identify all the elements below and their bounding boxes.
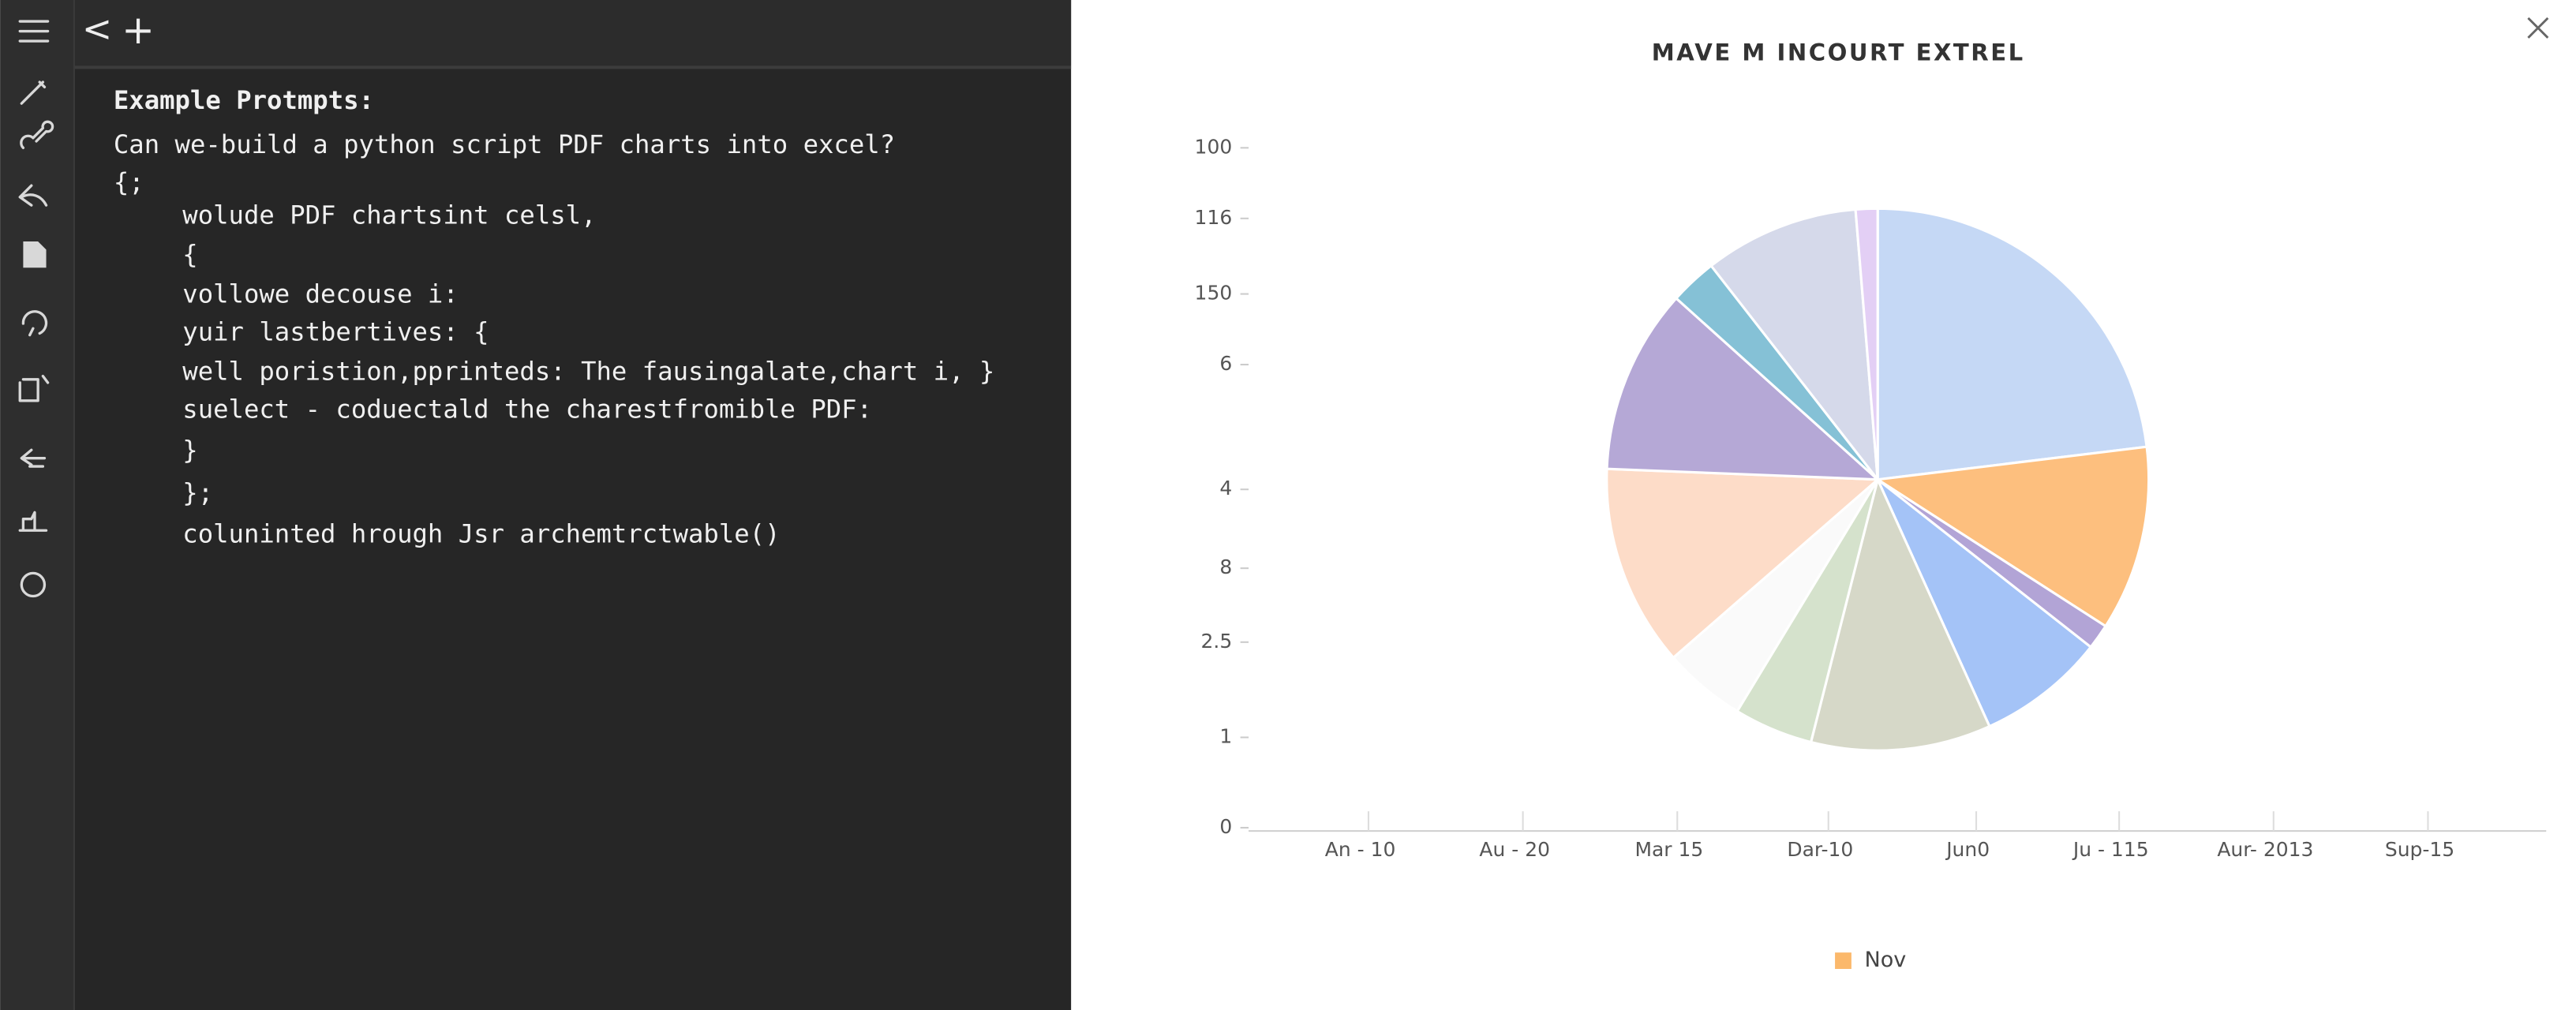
code-line: wolude PDF chartsint celsl, bbox=[182, 200, 596, 230]
pen-icon[interactable] bbox=[20, 80, 47, 105]
legend-swatch bbox=[1835, 952, 1852, 969]
code-line: yuir lastbertives: { bbox=[182, 317, 489, 347]
y-tick-label: 4 bbox=[1219, 477, 1232, 499]
top-bar bbox=[73, 0, 1072, 66]
doc-icon[interactable] bbox=[23, 241, 47, 268]
x-tick-label: Mar 15 bbox=[1634, 838, 1703, 861]
sidebar bbox=[0, 0, 74, 1010]
reply-icon[interactable] bbox=[18, 184, 48, 207]
new-button[interactable]: + bbox=[122, 7, 155, 53]
chart: 100 116 150 6 4 8 2.5 1 0 An - 10 Au - 20 Mar 15 Dar… bbox=[1195, 135, 2455, 861]
editor-panel bbox=[0, 0, 1072, 1010]
code-lines: Can we-build a python script PDF charts … bbox=[114, 129, 994, 548]
pie-slice bbox=[1709, 208, 1880, 484]
code-line: well poristion,pprinteds: The fausingala… bbox=[182, 356, 994, 386]
code-line: } bbox=[182, 435, 197, 465]
code-line: vollowe decouse i: bbox=[182, 279, 459, 309]
pie-slice bbox=[1876, 207, 2148, 481]
code-line: }; bbox=[182, 477, 213, 507]
link-icon[interactable] bbox=[20, 120, 54, 149]
y-tick-label: 116 bbox=[1195, 206, 1233, 229]
x-tick-label: Ju - 115 bbox=[2072, 838, 2149, 861]
y-tick-label: 8 bbox=[1219, 556, 1232, 578]
x-tick-label: An - 10 bbox=[1325, 838, 1396, 861]
y-tick-label: 1 bbox=[1219, 725, 1232, 748]
sidebar-icons[interactable] bbox=[18, 20, 54, 598]
like-icon[interactable] bbox=[18, 511, 48, 532]
back-icon[interactable] bbox=[20, 448, 47, 468]
code-heading: Example Protmpts: bbox=[114, 85, 374, 115]
y-tick-label: 0 bbox=[1219, 815, 1232, 838]
x-tick-label: Aur- 2013 bbox=[2217, 838, 2313, 861]
y-tick-label: 2.5 bbox=[1201, 630, 1233, 653]
pie-slice bbox=[1854, 207, 1879, 480]
legend-label: Nov bbox=[1865, 948, 1907, 972]
pie-slice bbox=[1876, 478, 2093, 728]
settings-icon[interactable] bbox=[20, 571, 47, 598]
x-tick-label: Au - 20 bbox=[1479, 838, 1550, 861]
x-tick-label: Dar-10 bbox=[1787, 838, 1853, 861]
y-tick-label: 6 bbox=[1219, 352, 1232, 375]
menu-icon[interactable] bbox=[18, 20, 50, 43]
y-tick-label: 150 bbox=[1195, 282, 1233, 305]
code-line: coluninted hrough Jsr archemtrctwable() bbox=[182, 519, 780, 549]
close-button[interactable] bbox=[2527, 17, 2549, 39]
pie-slice bbox=[1605, 296, 1881, 481]
clip-icon[interactable] bbox=[18, 374, 50, 402]
code-line: Can we-build a python script PDF charts … bbox=[114, 129, 895, 159]
x-tick-label: Sup-15 bbox=[2385, 838, 2454, 861]
chart-title: MAVE M INCOURT EXTREL bbox=[1652, 39, 2025, 66]
pie-slice bbox=[1605, 467, 1881, 660]
refresh-icon[interactable] bbox=[21, 310, 48, 337]
code-line: {; bbox=[114, 167, 144, 197]
back-button[interactable]: < bbox=[82, 8, 112, 50]
code-line: { bbox=[182, 240, 197, 270]
pie-slice bbox=[1874, 445, 2151, 628]
y-tick-label: 100 bbox=[1195, 135, 1233, 158]
x-tick-label: Jun0 bbox=[1945, 838, 1990, 861]
pie-slice bbox=[1809, 476, 1991, 752]
code-line: suelect - coduectald the charestfromible… bbox=[182, 394, 872, 424]
